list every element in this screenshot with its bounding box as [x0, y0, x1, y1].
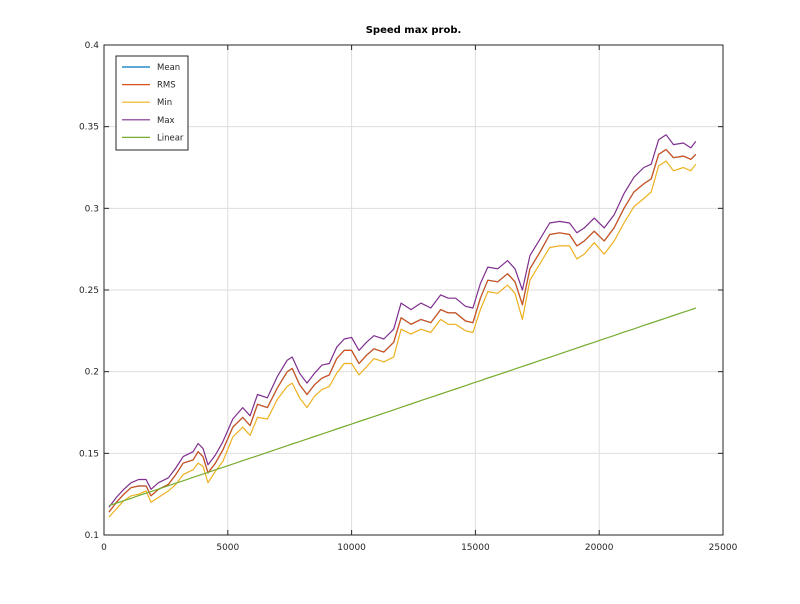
- y-tick-label: 0.2: [85, 368, 99, 378]
- series-lines: [108, 134, 697, 518]
- legend-label-rms: RMS: [157, 81, 176, 91]
- axis-ticks: 0 5000 10000 15000 20000 25000 0.1 0.15 0.2 0.25 0…: [79, 41, 738, 553]
- y-tick-label: 0.25: [79, 286, 99, 296]
- x-tick-label: 0: [101, 543, 107, 553]
- y-tick-label: 0.15: [79, 449, 99, 459]
- series-line-max: [108, 134, 697, 508]
- legend: Mean RMS Min Max Linear: [115, 55, 189, 151]
- y-tick-label: 0.35: [79, 123, 99, 133]
- y-tick-label: 0.1: [85, 531, 99, 541]
- legend-label-linear: Linear: [157, 133, 184, 143]
- series-line-min: [108, 160, 697, 518]
- legend-label-mean: Mean: [157, 63, 180, 73]
- x-tick-label: 25000: [709, 543, 738, 553]
- series-line-linear: [108, 307, 697, 507]
- x-tick-label: 5000: [216, 543, 239, 553]
- legend-label-max: Max: [157, 116, 175, 126]
- x-tick-label: 20000: [585, 543, 614, 553]
- chart-title: Speed max prob.: [366, 25, 462, 36]
- legend-label-min: Min: [157, 98, 172, 108]
- y-tick-label: 0.3: [85, 204, 99, 214]
- series-line-rms: [108, 148, 697, 513]
- y-tick-label: 0.4: [85, 41, 100, 51]
- grid: [103, 44, 724, 536]
- legend-box: [115, 55, 189, 151]
- x-tick-label: 10000: [337, 543, 366, 553]
- x-tick-label: 15000: [461, 543, 490, 553]
